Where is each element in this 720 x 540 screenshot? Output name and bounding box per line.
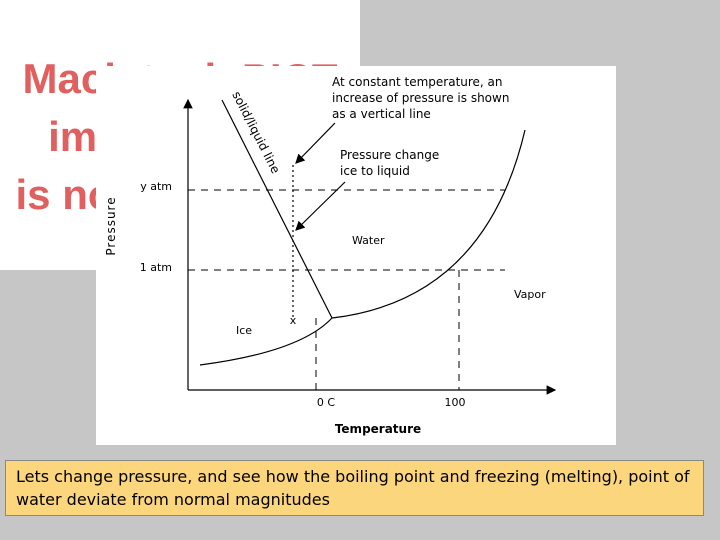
note: At constant temperature, an increase of … xyxy=(332,75,510,121)
pressure-label: y atm xyxy=(140,180,172,193)
ice-curve xyxy=(199,317,333,366)
diagram-background xyxy=(96,66,616,445)
temperature-label: 0 C xyxy=(317,396,335,409)
point-marker: x xyxy=(290,314,297,327)
arrow xyxy=(295,122,336,164)
pressure-label: 1 atm xyxy=(140,261,172,274)
change-box: Pressure change ice to liquid xyxy=(340,148,440,178)
caption: Lets change pressure, and see how the bo… xyxy=(5,460,704,516)
arrow xyxy=(295,181,346,231)
solid-liquid-line xyxy=(221,99,333,319)
region-label: Vapor xyxy=(514,288,546,301)
temperature-label: 100 xyxy=(445,396,466,409)
note-box: At constant temperature, an increase of … xyxy=(332,75,510,121)
x-axis-label: Temperature xyxy=(335,422,421,436)
change-label: Pressure change ice to liquid xyxy=(340,148,440,178)
region-label: Ice xyxy=(236,324,252,337)
region-label: Water xyxy=(352,234,385,247)
y-axis-label: Pressure xyxy=(104,196,118,255)
vapor-curve xyxy=(331,129,526,319)
